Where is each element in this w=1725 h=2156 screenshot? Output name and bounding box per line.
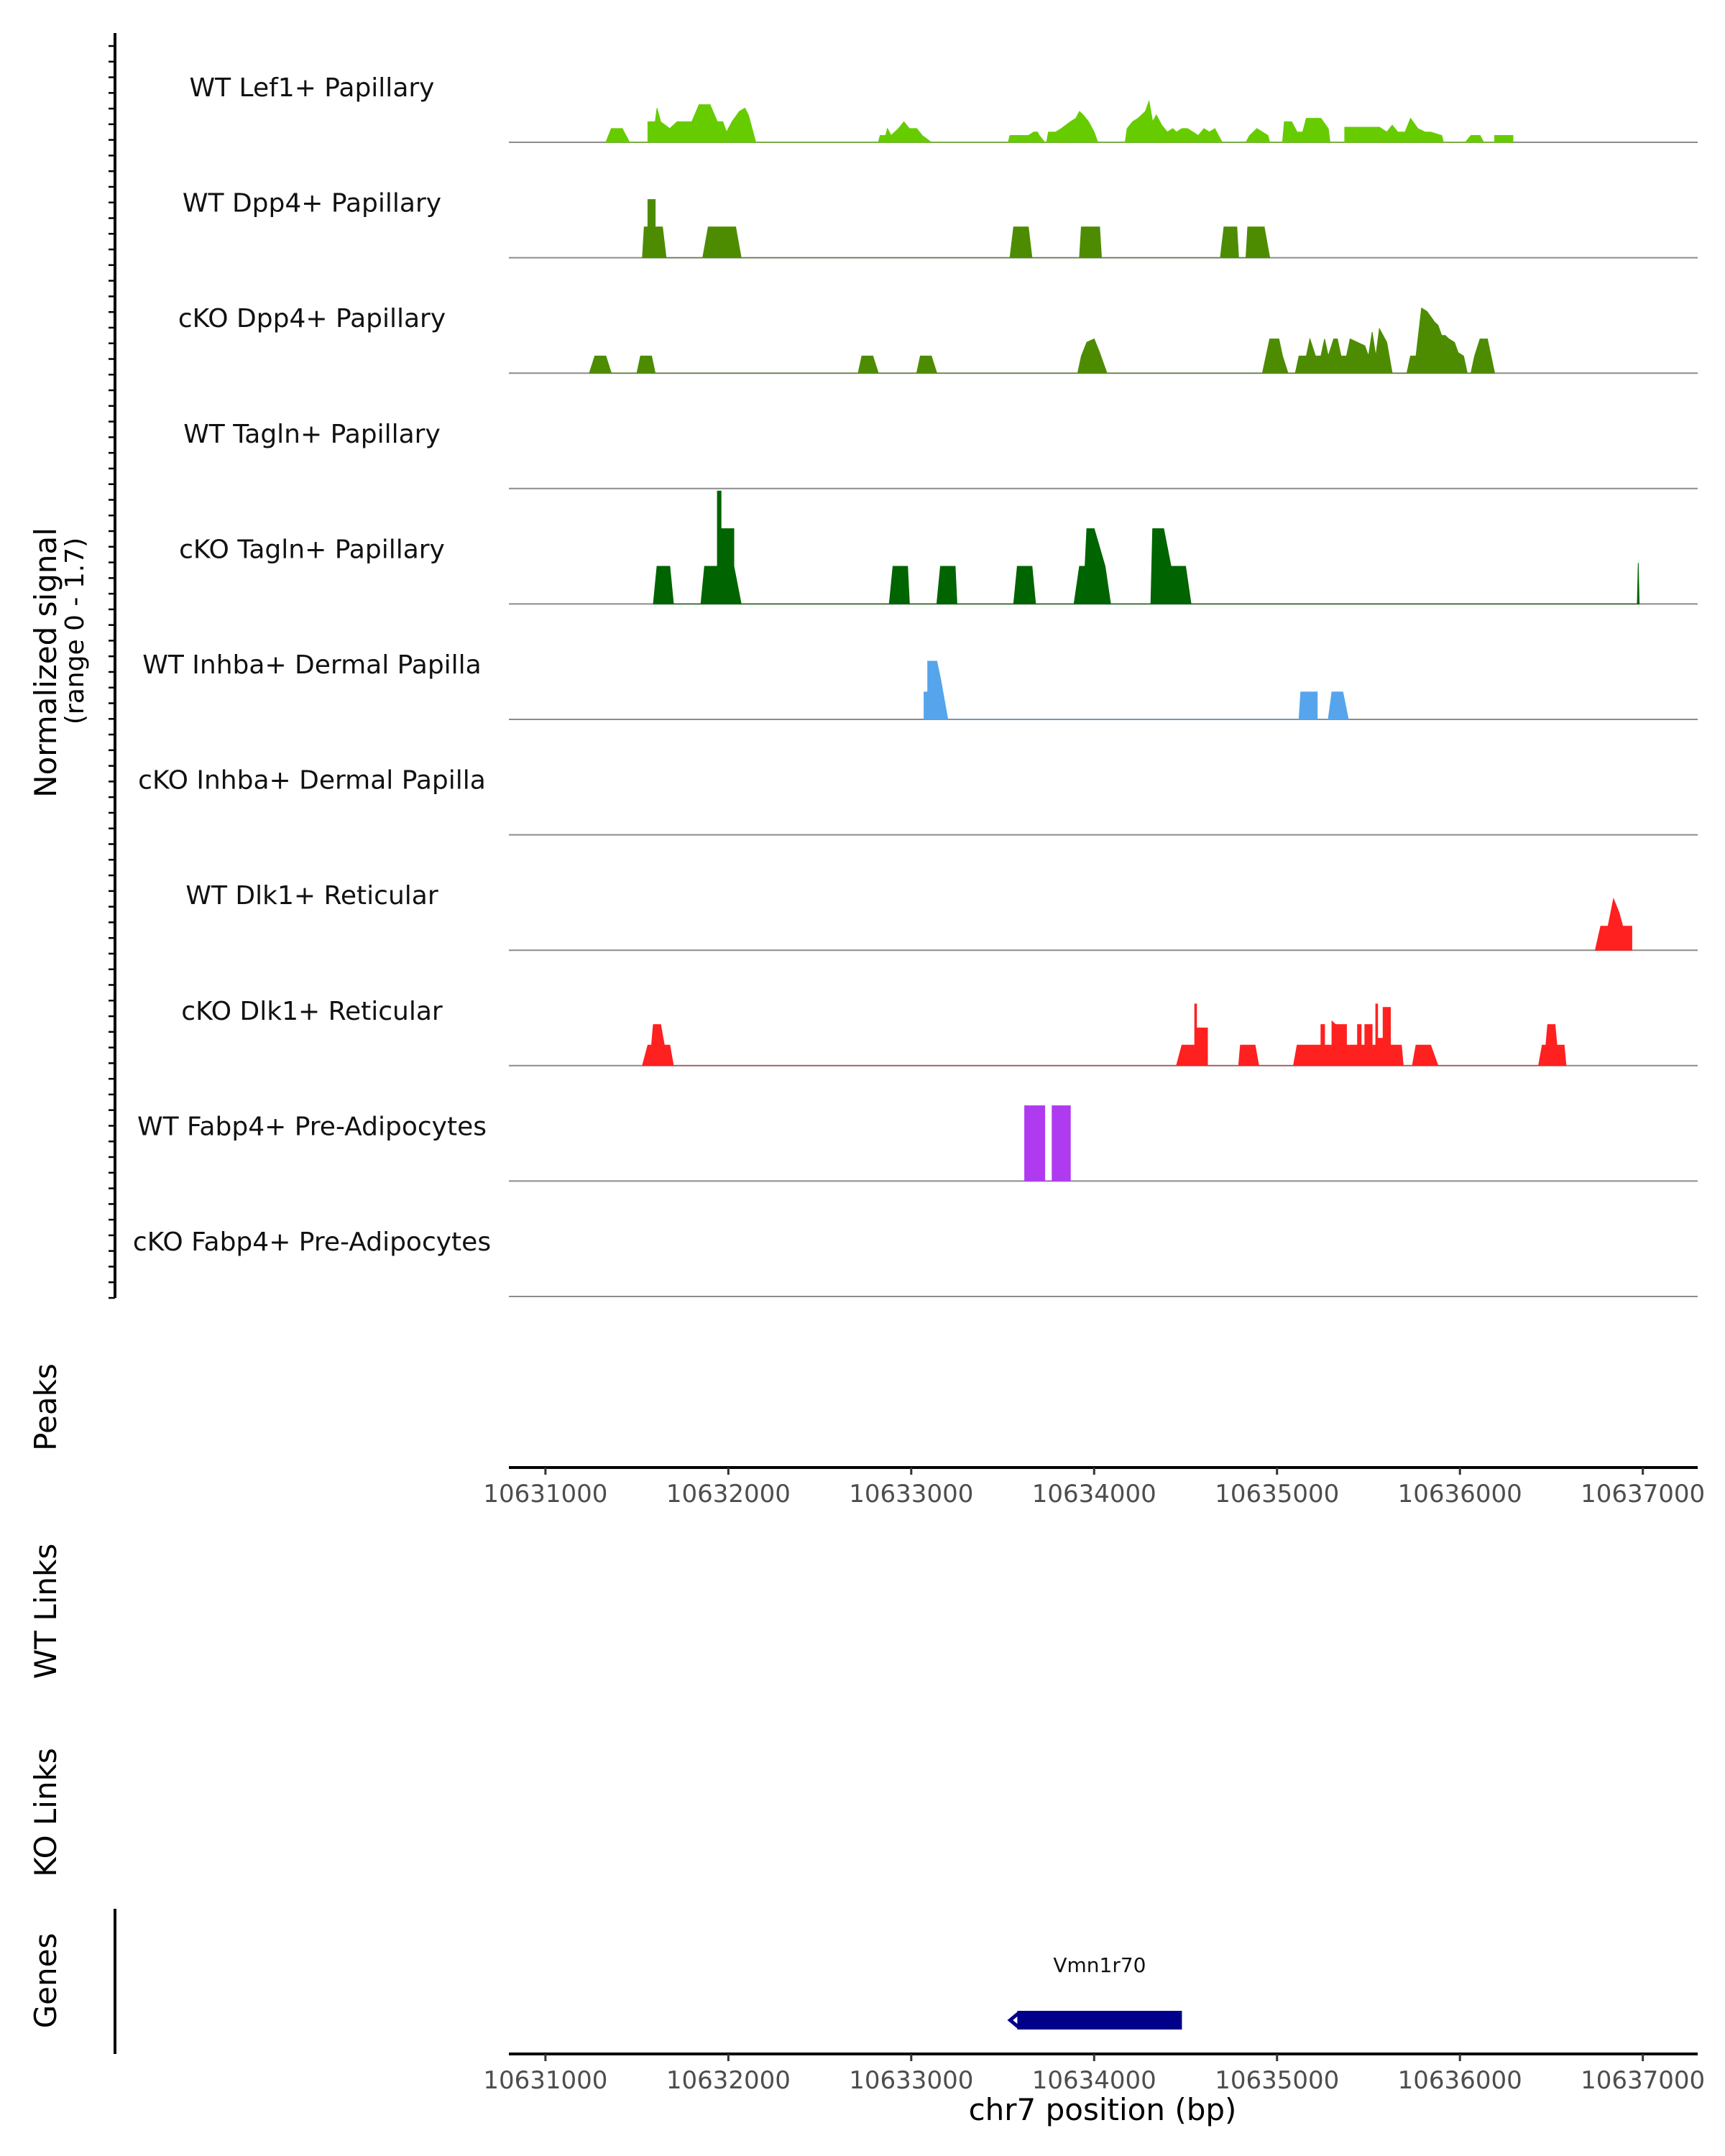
track-signal-area xyxy=(642,199,1271,259)
track-wt-dlk1-reticular: WT Dlk1+ Reticular xyxy=(185,881,1698,952)
track-wt-tagln-papillary: WT Tagln+ Papillary xyxy=(183,420,1698,489)
track-signal-area xyxy=(589,307,1496,374)
track-label: WT Tagln+ Papillary xyxy=(183,420,441,449)
gene-strand-arrow xyxy=(1007,2012,1021,2029)
x-axis-tick-label: 10637000 xyxy=(1581,1480,1705,1508)
track-label: cKO Dpp4+ Papillary xyxy=(178,304,446,333)
x-axis-tick-label: 10635000 xyxy=(1215,2066,1339,2095)
x-axis-title: chr7 position (bp) xyxy=(969,2092,1237,2127)
track-signal-area xyxy=(1024,1105,1071,1181)
track-wt-lef1-papillary: WT Lef1+ Papillary xyxy=(190,73,1698,143)
x-axis-tick-label: 10635000 xyxy=(1215,1480,1339,1508)
x-axis-tick-label: 10633000 xyxy=(849,2066,973,2095)
peaks-panel-label: Peaks xyxy=(28,1363,63,1451)
track-cko-inhba-dermal-papilla: cKO Inhba+ Dermal Papilla xyxy=(138,766,1698,836)
x-axis-tick-label: 10631000 xyxy=(483,2066,607,2095)
track-label: WT Dlk1+ Reticular xyxy=(185,881,438,911)
track-label: WT Inhba+ Dermal Papilla xyxy=(142,650,481,680)
x-axis-tick-label: 10632000 xyxy=(666,2066,791,2095)
genes-x-axis: 10631000 10632000 10633000 10634000 10635000… xyxy=(483,2053,1705,2095)
track-signal-area xyxy=(642,1003,1567,1067)
gene-vmn1r70: Vmn1r70 xyxy=(1007,1953,1182,2030)
track-wt-inhba-dermal-papilla: WT Inhba+ Dermal Papilla xyxy=(142,650,1698,720)
x-axis-tick-label: 10634000 xyxy=(1032,2066,1156,2095)
x-axis-tick-label: 10632000 xyxy=(666,1480,791,1508)
track-cko-dpp4-papillary: cKO Dpp4+ Papillary xyxy=(178,304,1698,374)
genes-panel-label: Genes xyxy=(28,1933,63,2029)
track-signal-area xyxy=(1594,897,1632,951)
track-cko-fabp4-pre-adipocytes: cKO Fabp4+ Pre-Adipocytes xyxy=(133,1227,1698,1297)
coverage-tracks: WT Lef1+ Papillary WT Dpp4+ Papillary cKO … xyxy=(133,73,1698,1297)
gene-name: Vmn1r70 xyxy=(1053,1953,1146,1977)
x-axis-tick-label: 10633000 xyxy=(849,1480,973,1508)
x-axis-tick-label: 10631000 xyxy=(483,1480,607,1508)
x-axis-tick-label: 10634000 xyxy=(1032,1480,1156,1508)
gene-track: Vmn1r70 xyxy=(114,1909,1182,2054)
track-label: WT Fabp4+ Pre-Adipocytes xyxy=(137,1112,487,1141)
track-wt-dpp4-papillary: WT Dpp4+ Papillary xyxy=(183,189,1698,259)
y-axis-label-line2: (range 0 - 1.7) xyxy=(60,538,90,724)
peaks-x-axis: 10631000 10632000 10633000 10634000 10635000… xyxy=(483,1466,1705,1508)
track-label: cKO Tagln+ Papillary xyxy=(179,535,445,564)
track-label: cKO Inhba+ Dermal Papilla xyxy=(138,766,486,796)
ko-links-panel-label: KO Links xyxy=(28,1748,63,1877)
track-cko-dlk1-reticular: cKO Dlk1+ Reticular xyxy=(181,997,1698,1067)
track-signal-area xyxy=(924,660,1349,720)
track-label: cKO Dlk1+ Reticular xyxy=(181,997,443,1026)
track-label: cKO Fabp4+ Pre-Adipocytes xyxy=(133,1227,491,1257)
x-axis-tick-label: 10637000 xyxy=(1581,2066,1705,2095)
x-axis-tick-label: 10636000 xyxy=(1398,2066,1522,2095)
track-wt-fabp4-pre-adipocytes: WT Fabp4+ Pre-Adipocytes xyxy=(137,1105,1698,1182)
track-label: WT Dpp4+ Papillary xyxy=(183,189,441,218)
track-cko-tagln-papillary: cKO Tagln+ Papillary xyxy=(179,490,1698,605)
track-signal-area xyxy=(653,490,1640,604)
track-signal-area xyxy=(605,99,1514,143)
x-axis-tick-label: 10636000 xyxy=(1398,1480,1522,1508)
wt-links-panel-label: WT Links xyxy=(28,1544,63,1679)
y-axis-label-line1: Normalized signal xyxy=(28,528,63,798)
gene-body xyxy=(1017,2011,1182,2030)
signal-y-axis xyxy=(109,33,116,1299)
track-label: WT Lef1+ Papillary xyxy=(190,73,435,103)
